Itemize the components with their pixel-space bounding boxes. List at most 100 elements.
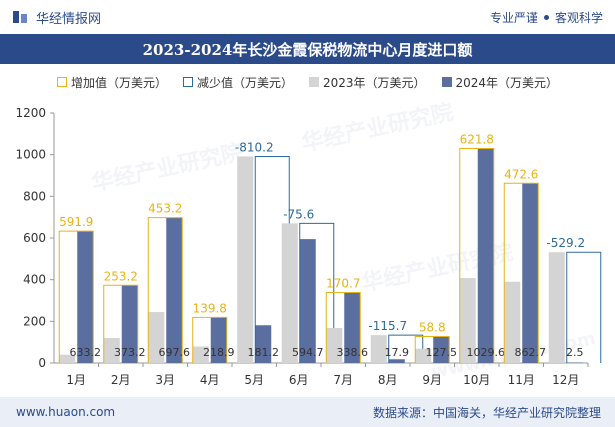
x-tick-label: 3月 xyxy=(155,373,175,387)
change-label: 58.8 xyxy=(419,320,446,334)
y-tick-label: 800 xyxy=(23,189,46,203)
x-tick-label: 1月 xyxy=(66,373,86,387)
x-tick-label: 8月 xyxy=(378,373,398,387)
footer-source: 数据来源：中国海关，华经产业研究院整理 xyxy=(372,405,601,420)
change-label: 472.6 xyxy=(504,167,538,181)
value-label-2024: 127.5 xyxy=(426,346,458,359)
y-tick-label: 1200 xyxy=(15,106,46,120)
value-label-2024: 181.2 xyxy=(248,346,280,359)
value-label-2024: 218.9 xyxy=(203,346,235,359)
increase-bracket xyxy=(459,148,495,363)
bar-2024 xyxy=(388,359,405,363)
chart-title-bar: 2023-2024年长沙金霞保税物流中心月度进口额 xyxy=(0,34,615,64)
x-tick-label: 9月 xyxy=(422,373,442,387)
value-label-2024: 2.5 xyxy=(566,346,584,359)
value-label-2024: 1029.6 xyxy=(467,346,506,359)
legend-swatch-decrease xyxy=(182,77,193,87)
bar-2023 xyxy=(548,252,565,363)
bar-2023 xyxy=(192,346,209,363)
bar-2024 xyxy=(522,183,539,363)
legend-label-2024: 2024年（万美元） xyxy=(455,75,559,90)
decrease-bracket xyxy=(299,222,335,363)
bar-2024 xyxy=(433,336,450,363)
bar-2023 xyxy=(459,278,476,363)
legend-label-increase: 增加值（万美元） xyxy=(70,75,167,90)
legend-item-2024[interactable]: 2024年（万美元） xyxy=(441,72,559,92)
x-tick-label: 4月 xyxy=(200,373,220,387)
bar-2024 xyxy=(344,292,361,363)
increase-bracket xyxy=(192,316,228,363)
legend-label-decrease: 减少值（万美元） xyxy=(196,75,293,90)
tagline-1: 专业严谨 xyxy=(489,10,538,25)
y-tick-label: 1000 xyxy=(15,148,46,162)
value-label-2024: 373.2 xyxy=(114,346,146,359)
change-label: 453.2 xyxy=(148,202,182,216)
x-tick-label: 12月 xyxy=(552,373,579,387)
bar-2023 xyxy=(148,312,165,363)
value-label-2024: 594.7 xyxy=(292,346,324,359)
change-label: -75.6 xyxy=(283,207,314,221)
separator-dot-icon xyxy=(543,14,549,20)
footer-bar: www.huaon.com 数据来源：中国海关，华经产业研究院整理 xyxy=(0,397,615,427)
bar-2023 xyxy=(281,223,298,363)
value-label-2024: 862.7 xyxy=(515,346,547,359)
x-tick-label: 5月 xyxy=(244,373,264,387)
bar-2024 xyxy=(477,148,494,363)
tagline-2: 客观科学 xyxy=(554,10,603,25)
legend: 增加值（万美元） 减少值（万美元） 2023年（万美元） 2024年（万美元） xyxy=(0,72,615,92)
bar-2023 xyxy=(415,348,432,363)
increase-bracket xyxy=(414,335,450,363)
decrease-bracket xyxy=(566,251,602,363)
y-tick-label: 200 xyxy=(23,314,46,328)
legend-swatch-increase xyxy=(56,77,67,87)
legend-swatch-2024 xyxy=(441,77,452,87)
bar-2023 xyxy=(59,354,76,363)
bar-2023 xyxy=(504,281,521,363)
increase-bracket xyxy=(103,284,139,363)
value-label-2024: 633.2 xyxy=(70,346,102,359)
legend-item-2023[interactable]: 2023年（万美元） xyxy=(308,72,426,92)
change-label: 621.8 xyxy=(460,133,494,147)
legend-swatch-2023 xyxy=(308,77,319,87)
bar-2023 xyxy=(326,328,343,363)
x-tick-label: 7月 xyxy=(333,373,353,387)
change-label: -529.2 xyxy=(546,236,585,250)
legend-label-2023: 2023年（万美元） xyxy=(322,75,426,90)
change-label: -810.2 xyxy=(235,140,274,154)
increase-bracket xyxy=(58,230,94,363)
change-label: -115.7 xyxy=(368,319,407,333)
bar-2024 xyxy=(299,239,316,363)
bar-2024 xyxy=(166,217,183,363)
brand-name: 华经情报网 xyxy=(36,11,102,27)
value-label-2024: 338.6 xyxy=(337,346,369,359)
bar-2024 xyxy=(255,325,272,363)
value-label-2024: 17.9 xyxy=(385,346,410,359)
x-tick-label: 6月 xyxy=(289,373,309,387)
chart-title: 2023-2024年长沙金霞保税物流中心月度进口额 xyxy=(142,40,473,59)
increase-bracket xyxy=(147,217,183,363)
bar-2024 xyxy=(566,362,583,363)
bar-2023 xyxy=(103,338,120,363)
change-label: 170.7 xyxy=(326,276,360,290)
x-tick-label: 11月 xyxy=(508,373,535,387)
bar-2024 xyxy=(210,317,227,363)
y-tick-label: 0 xyxy=(38,356,46,370)
brand[interactable]: 华经情报网 xyxy=(12,8,101,27)
increase-bracket xyxy=(325,291,361,363)
bar-2024 xyxy=(77,231,94,363)
legend-item-decrease[interactable]: 减少值（万美元） xyxy=(182,72,293,92)
bar-2024 xyxy=(121,285,138,363)
change-label: 139.8 xyxy=(193,301,227,315)
bar-2023 xyxy=(237,156,254,363)
bar-chart: 0 200 400 600 800 1000 1200 591.9 633.2 1月 253.2 37… xyxy=(15,106,602,387)
y-tick-label: 400 xyxy=(23,273,46,287)
header-bar: 华经情报网 专业严谨 客观科学 xyxy=(0,0,615,34)
value-label-2024: 697.6 xyxy=(159,346,191,359)
legend-item-increase[interactable]: 增加值（万美元） xyxy=(56,72,167,92)
y-tick-label: 600 xyxy=(23,231,46,245)
footer-site[interactable]: www.huaon.com xyxy=(16,405,116,419)
change-label: 591.9 xyxy=(59,215,93,229)
x-tick-label: 10月 xyxy=(463,373,490,387)
x-tick-label: 2月 xyxy=(111,373,131,387)
